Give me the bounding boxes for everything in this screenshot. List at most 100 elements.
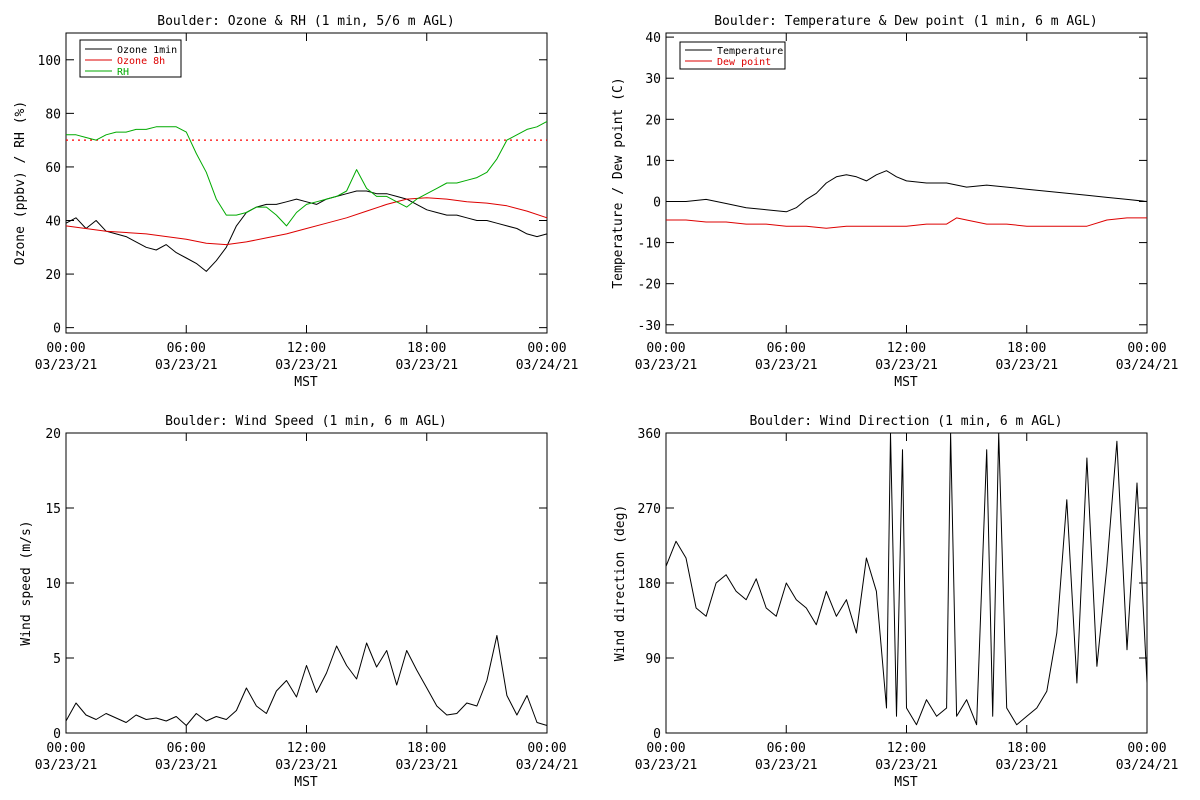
- x-axis-label: MST: [294, 375, 318, 390]
- y-tick-label: 0: [53, 322, 61, 337]
- x-tick-label-time: 00:00: [46, 741, 85, 756]
- panel-wind-speed: Boulder: Wind Speed (1 min, 6 m AGL) 0 5 1…: [19, 414, 578, 790]
- x-tick-label-date: 03/24/21: [516, 758, 579, 773]
- y-tick-label: 5: [53, 652, 61, 667]
- x-tick-label-date: 03/23/21: [635, 758, 698, 773]
- legend-box: [679, 41, 786, 70]
- panel-ozone-rh: Boulder: Ozone & RH (1 min, 5/6 m AGL) 0…: [13, 14, 578, 390]
- x-tick-label-date: 03/23/21: [755, 358, 818, 373]
- y-tick-label: 40: [645, 31, 661, 46]
- y-axis: 0 90 180 270 360: [638, 427, 1147, 742]
- y-axis: 0 5 10 15 20: [45, 427, 547, 742]
- series-group: [665, 432, 1148, 726]
- x-tick-label-date: 03/23/21: [155, 758, 218, 773]
- y-tick-label: 20: [645, 113, 661, 128]
- legend: Ozone 1min Ozone 8h RH: [79, 39, 182, 78]
- chart-title-temperature: Boulder: Temperature & Dew point (1 min,…: [714, 14, 1098, 29]
- series-line-ozone-8h: [65, 197, 548, 246]
- x-tick-label-time: 18:00: [407, 341, 446, 356]
- x-tick-label-time: 00:00: [527, 741, 566, 756]
- chart-title-ozone-rh: Boulder: Ozone & RH (1 min, 5/6 m AGL): [157, 14, 454, 29]
- y-tick-label: 0: [653, 195, 661, 210]
- x-tick-label-time: 00:00: [46, 341, 85, 356]
- y-tick-label: 90: [645, 652, 661, 667]
- y-axis-label: Wind speed (m/s): [19, 520, 34, 645]
- x-tick-label-time: 06:00: [767, 741, 806, 756]
- x-tick-label-time: 12:00: [887, 341, 926, 356]
- x-axis-label: MST: [294, 775, 318, 790]
- legend-label-temperature: Temperature: [717, 46, 783, 57]
- x-tick-label-date: 03/24/21: [1116, 758, 1179, 773]
- x-tick-label-time: 06:00: [167, 341, 206, 356]
- plot-frame: [65, 432, 548, 734]
- x-tick-label-date: 03/23/21: [275, 358, 338, 373]
- y-tick-label: 40: [45, 215, 61, 230]
- x-tick-label-date: 03/23/21: [875, 758, 938, 773]
- y-tick-label: 10: [645, 154, 661, 169]
- x-tick-label-date: 03/24/21: [1116, 358, 1179, 373]
- x-tick-label-date: 03/23/21: [35, 758, 98, 773]
- y-tick-label: -10: [638, 237, 661, 252]
- x-tick-label-date: 03/23/21: [395, 758, 458, 773]
- plot-frame: [665, 32, 1148, 334]
- x-tick-label-date: 03/23/21: [275, 758, 338, 773]
- y-tick-label: 0: [653, 727, 661, 742]
- series-group: [666, 170, 1148, 229]
- x-tick-label-date: 03/23/21: [995, 758, 1058, 773]
- series-group: [65, 635, 548, 726]
- y-tick-label: 80: [45, 107, 61, 122]
- y-tick-label: 30: [645, 72, 661, 87]
- y-tick-label: -30: [638, 319, 661, 334]
- x-tick-label-date: 03/23/21: [395, 358, 458, 373]
- series-line-1: [665, 432, 1148, 726]
- y-tick-label: 20: [45, 427, 61, 442]
- y-tick-label: 0: [53, 727, 61, 742]
- x-tick-label-date: 03/23/21: [875, 358, 938, 373]
- x-axis: 00:00 03/23/21 06:00 03/23/21 12:00 03/23/21 1…: [635, 433, 1179, 773]
- legend-label-ozone-8h: Ozone 8h: [117, 56, 165, 67]
- x-tick-label-time: 18:00: [1007, 741, 1046, 756]
- x-axis: 00:00 03/23/21 06:00 03/23/21 12:00 03/23/21 1…: [35, 33, 579, 373]
- x-tick-label-time: 12:00: [887, 741, 926, 756]
- y-tick-label: 20: [45, 268, 61, 283]
- x-tick-label-time: 00:00: [1127, 341, 1166, 356]
- x-axis-label: MST: [894, 375, 918, 390]
- legend: Temperature Dew point: [679, 41, 786, 70]
- x-tick-label-time: 00:00: [1127, 741, 1166, 756]
- y-tick-label: 60: [45, 161, 61, 176]
- x-axis: 00:00 03/23/21 06:00 03/23/21 12:00 03/23/21 1…: [35, 433, 579, 773]
- y-tick-label: 15: [45, 502, 61, 517]
- legend-label-dewpoint: Dew point: [717, 57, 771, 68]
- series-group: [65, 120, 548, 272]
- x-tick-label-time: 00:00: [646, 341, 685, 356]
- x-tick-label-time: 12:00: [287, 341, 326, 356]
- y-axis: -30 -20 -10 0 10 20 30 40: [638, 31, 1147, 334]
- y-tick-label: 180: [638, 577, 661, 592]
- x-axis-label: MST: [894, 775, 918, 790]
- series-line-temperature: [666, 170, 1148, 213]
- x-tick-label-date: 03/23/21: [995, 358, 1058, 373]
- y-tick-label: 100: [38, 54, 61, 69]
- chart-title-wind-speed: Boulder: Wind Speed (1 min, 6 m AGL): [165, 414, 447, 429]
- series-line-dew-point: [666, 217, 1147, 229]
- y-tick-label: -20: [638, 278, 661, 293]
- panel-temperature-dewpoint: Boulder: Temperature & Dew point (1 min,…: [611, 14, 1178, 390]
- y-axis-label: Ozone (ppbv) / RH (%): [13, 101, 28, 265]
- x-axis: 00:00 03/23/21 06:00 03/23/21 12:00 03/23/21 1…: [635, 33, 1179, 373]
- y-axis: 0 20 40 60 80 100: [38, 54, 547, 337]
- x-tick-label-time: 06:00: [767, 341, 806, 356]
- x-tick-label-date: 03/24/21: [516, 358, 579, 373]
- x-tick-label-time: 18:00: [407, 741, 446, 756]
- y-tick-label: 10: [45, 577, 61, 592]
- x-tick-label-time: 00:00: [527, 341, 566, 356]
- chart-title-wind-direction: Boulder: Wind Direction (1 min, 6 m AGL): [749, 414, 1062, 429]
- x-tick-label-time: 18:00: [1007, 341, 1046, 356]
- x-tick-label-date: 03/23/21: [155, 358, 218, 373]
- series-line-rh: [66, 120, 548, 227]
- plot-frame: [65, 32, 548, 334]
- x-tick-label-time: 12:00: [287, 741, 326, 756]
- y-tick-label: 270: [638, 502, 661, 517]
- x-tick-label-time: 00:00: [646, 741, 685, 756]
- series-line-ozone-1min: [65, 190, 548, 272]
